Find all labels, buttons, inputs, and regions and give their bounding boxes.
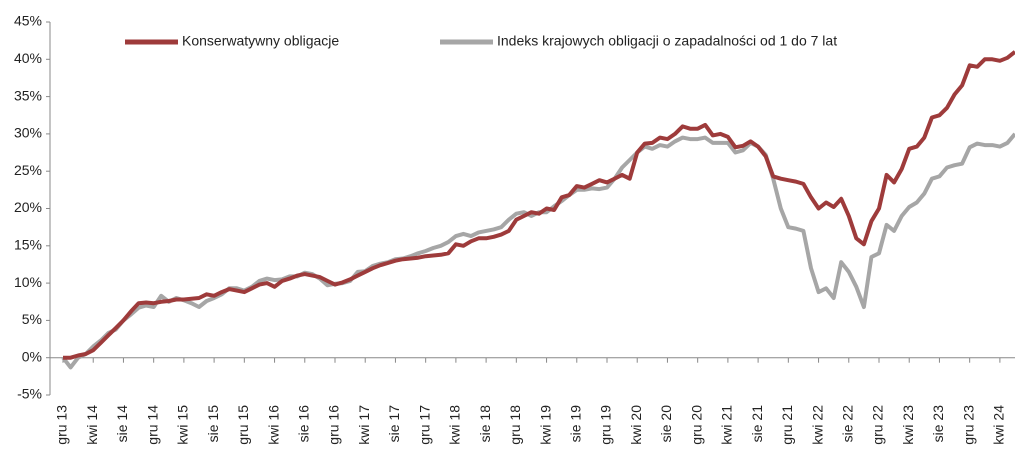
y-tick-label: -5%: [17, 386, 42, 402]
x-tick-label: kwi 16: [265, 405, 281, 445]
series-line: [61, 132, 1015, 370]
x-tick-label: sie 17: [386, 405, 402, 443]
x-tick-label: kwi 23: [900, 405, 916, 445]
x-tick-label: sie 23: [930, 405, 946, 443]
y-tick-label: 20%: [14, 199, 42, 215]
x-tick-label: kwi 18: [447, 405, 463, 445]
x-tick-label: gru 15: [235, 405, 251, 445]
x-tick-label: kwi 21: [719, 405, 735, 445]
x-tick-label: gru 16: [326, 405, 342, 445]
x-tick-label: gru 23: [960, 405, 976, 445]
x-tick-label: gru 20: [688, 405, 704, 445]
x-tick-label: sie 22: [839, 405, 855, 443]
x-tick-label: sie 15: [205, 405, 221, 443]
series-line: [63, 50, 1015, 360]
x-tick-label: kwi 20: [628, 405, 644, 445]
x-tick-label: gru 19: [598, 405, 614, 445]
y-tick-label: 30%: [14, 125, 42, 141]
y-tick-label: 35%: [14, 87, 42, 103]
y-tick-label: 0%: [22, 348, 42, 364]
x-tick-label: gru 17: [416, 405, 432, 445]
x-tick-label: kwi 17: [356, 405, 372, 445]
legend-label: Indeks krajowych obligacji o zapadalnośc…: [497, 33, 837, 49]
y-tick-label: 10%: [14, 274, 42, 290]
x-tick-label: kwi 15: [175, 405, 191, 445]
x-tick-label: sie 21: [749, 405, 765, 443]
y-tick-label: 25%: [14, 162, 42, 178]
legend-label: Konserwatywny obligacje: [182, 33, 339, 49]
x-tick-label: gru 14: [144, 405, 160, 445]
y-tick-label: 40%: [14, 50, 42, 66]
x-tick-label: kwi 22: [809, 405, 825, 445]
x-tick-label: sie 18: [477, 405, 493, 443]
y-tick-label: 15%: [14, 237, 42, 253]
x-tick-label: gru 21: [779, 405, 795, 445]
x-tick-label: kwi 24: [991, 405, 1007, 445]
x-tick-label: kwi 14: [84, 405, 100, 445]
x-tick-label: sie 16: [295, 405, 311, 443]
x-tick-label: sie 20: [658, 405, 674, 443]
x-tick-label: gru 18: [507, 405, 523, 445]
x-tick-label: gru 22: [870, 405, 886, 445]
y-tick-label: 5%: [22, 311, 42, 327]
x-tick-label: sie 19: [567, 405, 583, 443]
x-tick-label: sie 14: [114, 405, 130, 443]
y-tick-label: 45%: [14, 13, 42, 29]
x-tick-label: gru 13: [54, 405, 70, 445]
x-tick-label: kwi 19: [537, 405, 553, 445]
